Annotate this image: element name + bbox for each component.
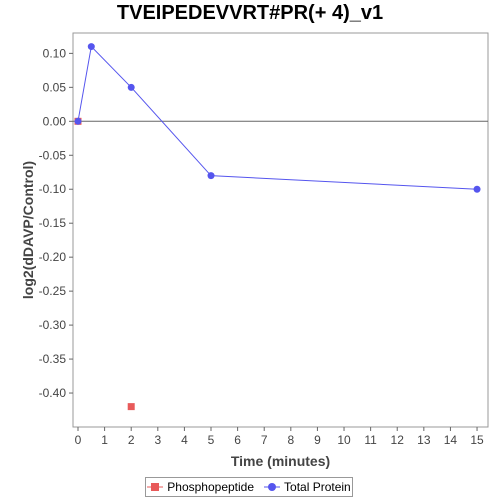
x-tick-label: 8: [287, 433, 294, 447]
x-tick-label: 9: [314, 433, 321, 447]
y-tick-label: 0.00: [43, 114, 67, 128]
x-tick-label: 4: [181, 433, 188, 447]
x-tick-label: 12: [391, 433, 405, 447]
y-tick-label: -0.35: [39, 352, 67, 366]
y-tick-label: -0.30: [39, 318, 67, 332]
legend-label: Phosphopeptide: [167, 480, 255, 494]
legend-item-total-protein: Total Protein: [264, 480, 351, 494]
x-tick-label: 5: [208, 433, 215, 447]
y-axis-title: log2(dDAVP/Control): [20, 161, 36, 299]
plot-area: [72, 32, 489, 428]
data-point-total-protein: [87, 43, 95, 51]
y-tick-label: -0.25: [39, 284, 67, 298]
x-tick-label: 14: [444, 433, 458, 447]
y-tick-label: 0.05: [43, 80, 67, 94]
x-tick-label: 6: [234, 433, 241, 447]
y-tick-label: -0.20: [39, 250, 67, 264]
data-point-phosphopeptide: [127, 403, 135, 411]
chart-title: TVEIPEDEVVRT#PR(+ 4)_v1: [116, 2, 384, 24]
x-tick-label: 3: [154, 433, 161, 447]
y-tick-label: -0.10: [39, 182, 67, 196]
data-point-total-protein: [473, 185, 481, 193]
x-tick-label: 11: [364, 433, 377, 447]
x-tick-label: 0: [75, 433, 82, 447]
y-tick-label: 0.10: [43, 46, 67, 60]
x-tick-label: 10: [337, 433, 351, 447]
y-tick-label: -0.15: [39, 216, 67, 230]
x-tick-label: 7: [261, 433, 268, 447]
data-point-total-protein: [74, 117, 82, 125]
y-tick-label: -0.05: [39, 148, 67, 162]
legend: Phosphopeptide Total Protein: [145, 477, 353, 497]
data-point-total-protein: [127, 83, 135, 91]
square-marker-icon: [147, 482, 164, 492]
x-tick-label: 2: [128, 433, 135, 447]
y-tick-label: -0.40: [39, 386, 67, 400]
legend-label: Total Protein: [284, 480, 351, 494]
x-tick-label: 13: [417, 433, 431, 447]
x-axis-title: Time (minutes): [231, 453, 330, 469]
data-point-total-protein: [207, 172, 215, 180]
x-tick-label: 1: [101, 433, 108, 447]
x-tick-label: 15: [470, 433, 484, 447]
legend-item-phosphopeptide: Phosphopeptide: [147, 480, 254, 494]
circle-marker-icon: [264, 482, 281, 492]
